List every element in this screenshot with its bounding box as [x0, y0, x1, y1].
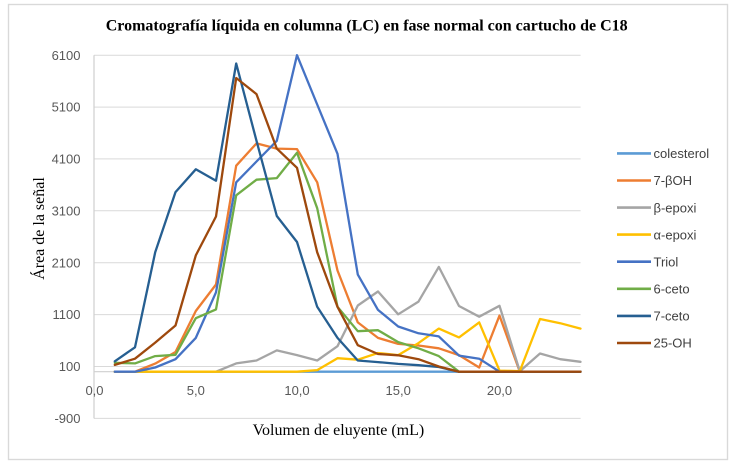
svg-text:4100: 4100: [52, 152, 81, 167]
svg-text:6100: 6100: [52, 48, 81, 63]
svg-text:1100: 1100: [53, 307, 81, 322]
svg-text:-900: -900: [54, 411, 80, 426]
svg-text:5100: 5100: [52, 100, 81, 115]
svg-text:Volumen de eluyente (mL): Volumen de eluyente (mL): [253, 422, 425, 439]
svg-text:20,0: 20,0: [487, 383, 512, 398]
svg-text:colesterol: colesterol: [654, 146, 710, 161]
svg-text:6-ceto: 6-ceto: [654, 282, 690, 297]
svg-text:15,0: 15,0: [386, 383, 411, 398]
svg-text:7-βOH: 7-βOH: [654, 173, 693, 188]
svg-text:Área de la señal: Área de la señal: [29, 177, 48, 280]
svg-text:5,0: 5,0: [187, 383, 205, 398]
svg-text:25-OH: 25-OH: [654, 336, 692, 351]
svg-text:3100: 3100: [52, 203, 81, 218]
svg-text:100: 100: [59, 359, 81, 374]
svg-text:Cromatografía líquida en colum: Cromatografía líquida en columna (LC) en…: [106, 18, 628, 35]
svg-text:β-epoxi: β-epoxi: [654, 200, 697, 215]
svg-text:7-ceto: 7-ceto: [654, 309, 690, 324]
svg-text:0,0: 0,0: [85, 383, 103, 398]
svg-text:10,0: 10,0: [284, 383, 309, 398]
svg-text:2100: 2100: [52, 255, 81, 270]
svg-text:Triol: Triol: [654, 254, 679, 269]
svg-text:α-epoxi: α-epoxi: [654, 227, 697, 242]
